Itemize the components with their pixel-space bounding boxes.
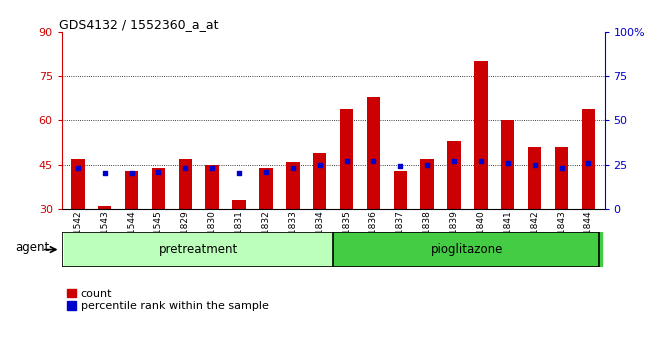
Point [449, 158, 460, 164]
Bar [205, 165, 219, 209]
Point [99, 171, 110, 176]
Point [369, 158, 379, 164]
Bar [394, 171, 407, 209]
Point [341, 158, 352, 164]
Point [556, 165, 567, 171]
Bar [501, 120, 515, 209]
Text: agent: agent [16, 241, 49, 254]
Point [234, 171, 244, 176]
Point [530, 162, 540, 167]
Bar [286, 162, 300, 209]
Bar [447, 141, 461, 209]
Legend: count, percentile rank within the sample: count, percentile rank within the sample [68, 289, 268, 311]
Bar [367, 97, 380, 209]
Point [395, 164, 406, 169]
Bar [421, 159, 434, 209]
Bar [64, 232, 333, 267]
Point [315, 162, 325, 167]
Text: pretreatment: pretreatment [159, 243, 239, 256]
Bar [582, 109, 595, 209]
Point [287, 165, 298, 171]
Point [422, 162, 432, 167]
Text: GDS4132 / 1552360_a_at: GDS4132 / 1552360_a_at [59, 18, 218, 31]
Point [180, 165, 190, 171]
Bar [333, 232, 602, 267]
Bar [259, 167, 272, 209]
Point [207, 165, 217, 171]
Bar [555, 147, 568, 209]
Text: pioglitazone: pioglitazone [432, 243, 504, 256]
Bar [340, 109, 354, 209]
Bar [313, 153, 326, 209]
Point [476, 158, 486, 164]
Bar [474, 61, 488, 209]
Bar [71, 159, 84, 209]
Bar [151, 167, 165, 209]
Bar [528, 147, 541, 209]
Point [261, 169, 271, 175]
Bar [179, 159, 192, 209]
Point [126, 171, 136, 176]
Bar [125, 171, 138, 209]
Point [502, 160, 513, 166]
Point [583, 160, 593, 166]
Bar [98, 206, 111, 209]
Bar [232, 200, 246, 209]
Point [73, 165, 83, 171]
Point [153, 169, 164, 175]
